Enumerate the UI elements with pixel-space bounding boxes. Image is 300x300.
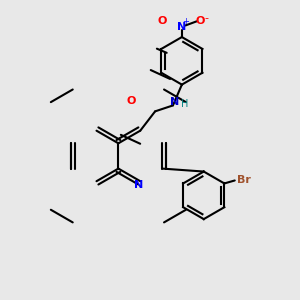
Text: H: H bbox=[181, 99, 188, 109]
Text: O: O bbox=[127, 96, 136, 106]
Text: N: N bbox=[170, 97, 179, 107]
Text: N: N bbox=[177, 22, 187, 32]
Text: +: + bbox=[182, 17, 189, 26]
Text: N: N bbox=[134, 180, 143, 190]
Text: O: O bbox=[195, 16, 204, 26]
Text: O: O bbox=[158, 16, 167, 26]
Text: -: - bbox=[205, 13, 208, 23]
Text: Br: Br bbox=[237, 176, 250, 185]
